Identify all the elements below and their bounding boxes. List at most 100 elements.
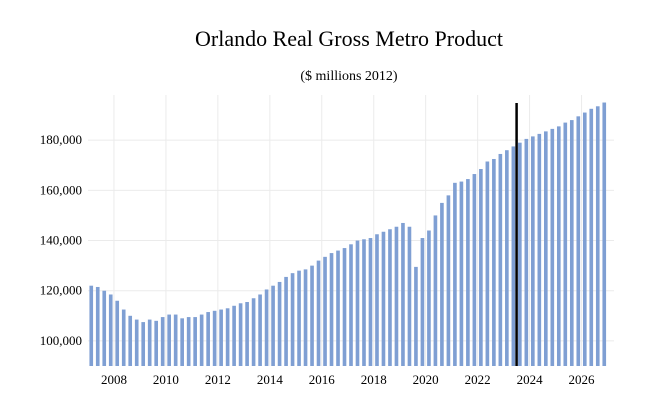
bar bbox=[284, 276, 288, 366]
x-tick-label: 2020 bbox=[413, 372, 439, 387]
bar bbox=[115, 300, 120, 366]
bar bbox=[225, 308, 230, 366]
bar bbox=[589, 108, 594, 367]
x-tick-label: 2014 bbox=[257, 372, 284, 387]
bar bbox=[453, 182, 457, 366]
bar bbox=[537, 133, 542, 366]
bar bbox=[342, 248, 347, 366]
bar bbox=[479, 169, 483, 366]
bar bbox=[258, 294, 262, 366]
x-tick-label: 2010 bbox=[153, 372, 179, 387]
bar bbox=[446, 195, 451, 366]
bar bbox=[492, 158, 496, 366]
grid-lines bbox=[88, 95, 614, 366]
bar bbox=[238, 303, 243, 366]
bar bbox=[271, 285, 275, 366]
bar bbox=[531, 136, 535, 366]
x-tick-label: 2024 bbox=[517, 372, 544, 387]
bar bbox=[472, 174, 477, 366]
bar bbox=[355, 240, 360, 366]
bar bbox=[95, 286, 100, 366]
bar bbox=[303, 269, 308, 366]
bar bbox=[277, 281, 282, 366]
bar bbox=[89, 285, 94, 366]
bar bbox=[407, 226, 412, 366]
bar bbox=[485, 161, 490, 366]
bar bbox=[134, 319, 139, 366]
bar bbox=[602, 102, 607, 366]
x-tick-label: 2022 bbox=[465, 372, 491, 387]
bar bbox=[329, 253, 334, 366]
bar bbox=[219, 309, 223, 366]
bar bbox=[141, 322, 146, 366]
bar bbox=[212, 310, 217, 366]
y-tick-label: 180,000 bbox=[40, 132, 82, 147]
bar bbox=[440, 202, 444, 366]
bar bbox=[595, 106, 600, 366]
bar bbox=[518, 142, 522, 366]
bar bbox=[349, 244, 353, 366]
bar bbox=[167, 314, 171, 366]
bar bbox=[368, 238, 373, 366]
bar bbox=[433, 215, 438, 366]
bar bbox=[505, 150, 509, 366]
bar bbox=[160, 317, 165, 366]
bar bbox=[108, 294, 113, 366]
x-tick-label: 2012 bbox=[205, 372, 231, 387]
bar bbox=[310, 265, 314, 366]
x-tick-label: 2016 bbox=[309, 372, 336, 387]
bar bbox=[544, 131, 548, 366]
bar bbox=[414, 266, 418, 366]
bar bbox=[388, 229, 392, 366]
x-tick-label: 2018 bbox=[361, 372, 387, 387]
bar bbox=[199, 314, 204, 366]
bar-series bbox=[89, 102, 607, 367]
bar bbox=[180, 318, 184, 366]
x-tick-label: 2008 bbox=[101, 372, 127, 387]
bar bbox=[316, 260, 321, 366]
chart-title: Orlando Real Gross Metro Product bbox=[195, 26, 503, 51]
bar bbox=[550, 128, 555, 367]
bar bbox=[524, 138, 529, 366]
bar bbox=[401, 222, 405, 366]
y-tick-label: 100,000 bbox=[40, 333, 82, 348]
bar bbox=[362, 239, 366, 366]
bar bbox=[193, 317, 197, 366]
bar bbox=[466, 179, 470, 366]
bar bbox=[323, 256, 327, 366]
bar bbox=[394, 226, 399, 366]
bar bbox=[336, 250, 340, 366]
bar bbox=[420, 238, 425, 366]
bar bbox=[232, 305, 236, 366]
y-axis-labels: 100,000 120,000 140,000 160,000 180,000 bbox=[40, 132, 82, 348]
bar bbox=[498, 153, 503, 366]
x-tick-label: 2026 bbox=[569, 372, 596, 387]
bar bbox=[206, 312, 210, 366]
bar bbox=[556, 126, 561, 367]
bar bbox=[375, 234, 379, 366]
bar bbox=[381, 231, 386, 366]
bar bbox=[102, 290, 107, 366]
bar bbox=[154, 320, 159, 366]
bar bbox=[121, 309, 126, 366]
bar bbox=[264, 289, 269, 366]
bar bbox=[147, 319, 152, 366]
bar bbox=[297, 270, 301, 366]
bar bbox=[569, 120, 574, 366]
y-tick-label: 140,000 bbox=[40, 233, 82, 248]
bar bbox=[186, 317, 191, 366]
bar bbox=[251, 298, 256, 366]
x-axis-labels: 2008 2010 2012 2014 2016 2018 2020 2022 2024 2026 bbox=[101, 372, 595, 387]
bar bbox=[173, 314, 178, 366]
bar bbox=[245, 302, 249, 366]
bar bbox=[563, 122, 568, 366]
bar bbox=[459, 181, 464, 366]
bar bbox=[511, 146, 516, 366]
y-tick-label: 120,000 bbox=[40, 283, 82, 298]
bar bbox=[576, 116, 581, 366]
bar bbox=[582, 112, 587, 366]
bar bbox=[128, 315, 133, 366]
bar bbox=[427, 230, 431, 366]
